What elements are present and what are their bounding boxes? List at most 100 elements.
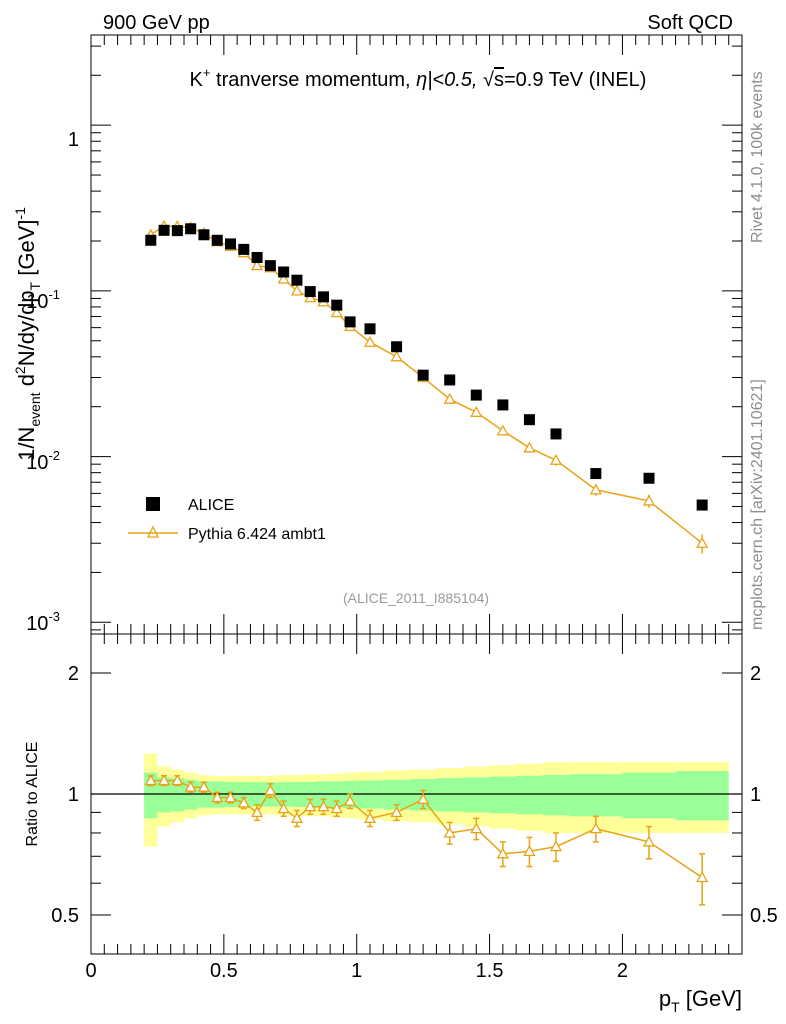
ratio-ytick-label-right: 1 [750,784,761,806]
alice-point [171,225,183,237]
ratio-point [417,792,430,804]
pythia-point [363,335,377,347]
ratio-point [470,822,483,834]
main-plot-marks [144,219,709,554]
alice-point [291,274,303,286]
ratio-point [496,847,509,859]
uncertainty-band-inner [542,774,570,816]
rivet-label: Rivet 4.1.0, 100k events [749,71,766,243]
ratio-ylabel: Ratio to ALICE [24,742,41,847]
ratio-point [197,780,211,792]
uncertainty-band-inner [489,776,517,814]
main-ylabel: 1/Nevent d2N/dy/dpT [GeV]-1 [12,207,43,461]
pythia-point [470,405,483,417]
uncertainty-band-inner [463,777,490,813]
alice-point [304,286,316,298]
alice-point [391,341,403,353]
ratio-point [171,774,184,786]
alice-point [251,252,263,264]
ratio-point [157,774,171,786]
ratio-point [290,811,304,823]
uncertainty-band-inner [157,777,171,813]
uncertainty-band-inner [622,772,676,819]
ratio-ytick-label-right: 0.5 [750,905,778,927]
pythia-point [390,350,403,362]
pythia-point [304,291,317,303]
alice-point [344,316,356,328]
alice-point [198,229,210,241]
alice-point [444,374,456,386]
xtick-label: 2 [617,960,628,982]
pythia-point [523,441,536,453]
alice-point [145,234,157,246]
ratio-point [250,806,264,818]
ratio-point [642,835,656,847]
ratio-plot-marks [91,753,742,906]
ratio-axis-ticks: 0.5 0.5 1 1 2 2 0 0.5 1 1.5 2 [51,634,778,982]
pythia-point [330,306,343,318]
mcplots-label: mcplots.cern.ch [arXiv:2401.10621] [749,379,766,630]
pythia-point [642,494,656,506]
ytick-label-1e-2: 10-2 [26,448,60,474]
ratio-ytick-label: 1 [68,784,79,806]
ratio-point [343,794,357,806]
ratio-panel: 0.5 0.5 1 1 2 2 0 0.5 1 1.5 2 Ratio to ALICE pT [G… [24,633,778,1015]
main-frame [90,34,743,635]
alice-point [318,291,329,303]
alice-point [158,224,170,236]
alice-point [238,243,250,255]
pythia-point [696,536,709,548]
alice-point [550,428,562,440]
xlabel: pT [GeV] [659,986,742,1015]
legend-label-pythia: Pythia 6.424 ambt1 [188,526,326,543]
pythia-point [290,284,304,296]
alice-point [643,472,655,484]
ratio-point [589,822,602,834]
ratio-point [184,780,197,792]
alice-point [264,260,276,272]
alice-point [278,266,290,278]
ratio-point [363,811,377,823]
header-left: 900 GeV pp [103,12,210,34]
pythia-point [496,424,509,436]
legend: ALICE Pythia 6.424 ambt1 [128,497,326,543]
ratio-ytick-label: 0.5 [51,905,79,927]
ratio-ytick-label-right: 2 [750,663,761,685]
alice-point [696,499,708,511]
ratio-point [696,871,709,883]
pythia-point [589,483,602,495]
legend-label-alice: ALICE [188,497,234,514]
main-axis-ticks [90,35,742,634]
alice-point [417,369,429,381]
ratio-point [304,800,317,812]
alice-point [225,238,236,250]
alice-point [185,223,197,235]
analysis-id: (ALICE_2011_I885104) [343,590,489,606]
uncertainty-band-inner [675,771,729,821]
uncertainty-band-inner [569,774,623,817]
ratio-point [443,826,456,838]
pythia-point [250,259,264,271]
header-right: Soft QCD [647,12,733,34]
alice-point [211,234,223,246]
pythia-point [277,272,290,284]
ratio-point [390,806,403,818]
legend-marker-pythia [146,525,160,538]
ytick-label-1: 1 [68,129,79,151]
ratio-point [264,784,277,796]
ratio-point [144,774,157,786]
ratio-point [277,802,290,814]
alice-point [470,389,482,401]
ratio-point [317,800,330,812]
alice-point [523,414,535,426]
alice-point [497,399,509,411]
ratio-point [211,791,224,803]
alice-point [590,468,602,480]
pythia-line [150,225,703,544]
xtick-label: 0 [85,960,96,982]
uncertainty-band-inner [436,778,463,812]
ytick-label-1e-1: 10-1 [26,287,60,313]
ratio-point [224,791,237,803]
pythia-point [443,392,456,404]
